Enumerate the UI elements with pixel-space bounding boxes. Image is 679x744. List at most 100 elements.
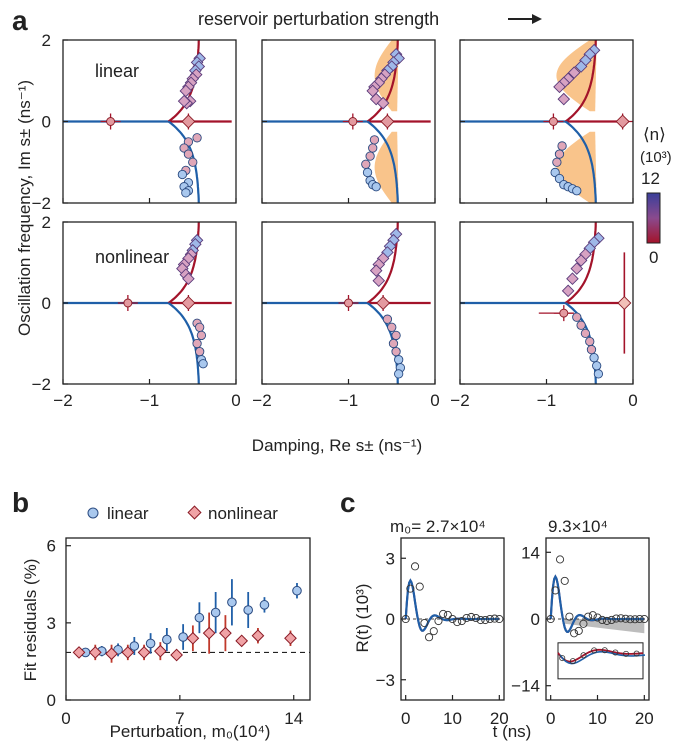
data-point [439, 609, 448, 618]
eigenvalue-point [567, 66, 581, 79]
nonlinear-point [121, 646, 135, 659]
inset-data-point [580, 652, 587, 659]
eigenvalue-point [570, 262, 584, 275]
data-point [584, 612, 593, 621]
panel-a-xlabel: Damping, Re s± (ns⁻¹) [252, 436, 422, 455]
data-point [420, 619, 429, 628]
subpanel-linear-2 [261, 39, 436, 204]
x-tick-label: −2 [450, 391, 469, 410]
colorbar-title: ⟨n⟩ [643, 125, 666, 144]
panel-c-ylabel: R(t) (10³) [353, 584, 372, 653]
legend-nonlinear-marker [187, 505, 202, 520]
data-point [490, 614, 499, 623]
data-point [602, 616, 611, 625]
x-tick-label: −2 [53, 391, 72, 410]
linear-point [259, 600, 270, 610]
x-tick-label: 10 [443, 709, 462, 728]
eigenvalue-point [179, 84, 193, 98]
data-point [640, 614, 649, 624]
colorbar-max-label: 12 [641, 169, 660, 188]
data-point [415, 582, 424, 591]
colorbar-unit: (10³) [640, 149, 672, 166]
eigenvalue-point [192, 338, 202, 349]
eigenvalue-point [576, 320, 586, 330]
eigenvalue-point [585, 336, 595, 347]
eigenvalue-point [557, 92, 571, 106]
eigenvalue-point [362, 167, 373, 178]
eigenvalue-point [361, 159, 371, 169]
x-tick-label: 0 [231, 391, 240, 410]
eigenvalue-point [554, 149, 565, 159]
data-point [425, 633, 434, 642]
y-tick-label: −2 [32, 194, 51, 213]
data-point [495, 614, 504, 624]
eigenvalue-point [592, 361, 602, 371]
data-point [453, 617, 462, 627]
eigenvalue-point [196, 330, 207, 341]
eigenvalue-point [574, 60, 588, 73]
panel-a-ylabel: Oscillation frequency, Im s± (ns⁻¹) [15, 80, 34, 336]
mode-minus-curve [366, 120, 399, 204]
linear-point [292, 585, 302, 596]
real-root-point [615, 114, 630, 129]
eigenvalue-point [369, 264, 383, 277]
real-root-point [344, 298, 353, 308]
data-point [630, 615, 640, 624]
y-tick-label: −14 [511, 677, 540, 696]
eigenvalue-point [376, 96, 390, 110]
data-point [612, 614, 621, 623]
data-point [560, 576, 569, 585]
eigenvalue-point [593, 369, 604, 379]
linear-point [243, 605, 253, 615]
y-tick-label: 3 [47, 614, 56, 633]
data-point [467, 612, 476, 622]
y-tick-label: 0 [42, 113, 51, 132]
eigenvalue-point [572, 186, 582, 196]
y-tick-label: 2 [42, 31, 51, 50]
nonlinear-point [251, 629, 265, 643]
eigenvalue-point [182, 272, 195, 285]
x-tick-label: 0 [628, 391, 637, 410]
inset-data-point [559, 655, 566, 662]
nonlinear-point [235, 634, 249, 648]
data-point [616, 614, 625, 623]
y-tick-label: 0 [386, 610, 395, 629]
x-tick-label: 7 [175, 709, 184, 728]
plot-frame [65, 537, 311, 701]
eigenvalue-point [388, 338, 399, 349]
eigenvalue-point [365, 151, 375, 161]
data-point [570, 629, 579, 638]
subpanel-nonlinear-2: −2 −1 0 [252, 221, 440, 410]
x-tick-label: 10 [588, 709, 607, 728]
legend-nonlinear-label: nonlinear [208, 504, 278, 523]
x-tick-label: −1 [140, 391, 159, 410]
y-tick-label: 2 [42, 213, 51, 232]
data-point [565, 612, 574, 621]
panel-letter-a: a [12, 5, 28, 36]
real-root-point [617, 295, 632, 311]
perturbation-arrow [508, 14, 542, 24]
inset-data-point [623, 650, 630, 657]
panel-b-legend: linear nonlinear [87, 504, 278, 523]
real-root-point [380, 114, 395, 129]
x-tick-label: −1 [537, 391, 556, 410]
eigenvalue-point [553, 80, 566, 94]
eigenvalue-point [561, 284, 575, 298]
data-point [429, 627, 438, 636]
real-root-point [548, 117, 558, 126]
panel-b-ylabel: Fit residuals (%) [21, 559, 40, 682]
x-tick-label: 14 [284, 709, 303, 728]
linear-point [227, 597, 237, 608]
data-point [588, 611, 597, 620]
nonlinear-point [72, 646, 86, 659]
inset-data-point [569, 658, 576, 665]
eigenvalue-point [188, 157, 198, 167]
row-label-linear: linear [95, 61, 139, 81]
eigenvalue-point [574, 254, 588, 267]
panel-letter-c: c [340, 487, 356, 518]
data-point [598, 615, 607, 625]
panel-b-plot: 0 7 14 0 3 6 [47, 537, 311, 728]
linear-point [162, 634, 172, 645]
linear-point [145, 638, 156, 649]
